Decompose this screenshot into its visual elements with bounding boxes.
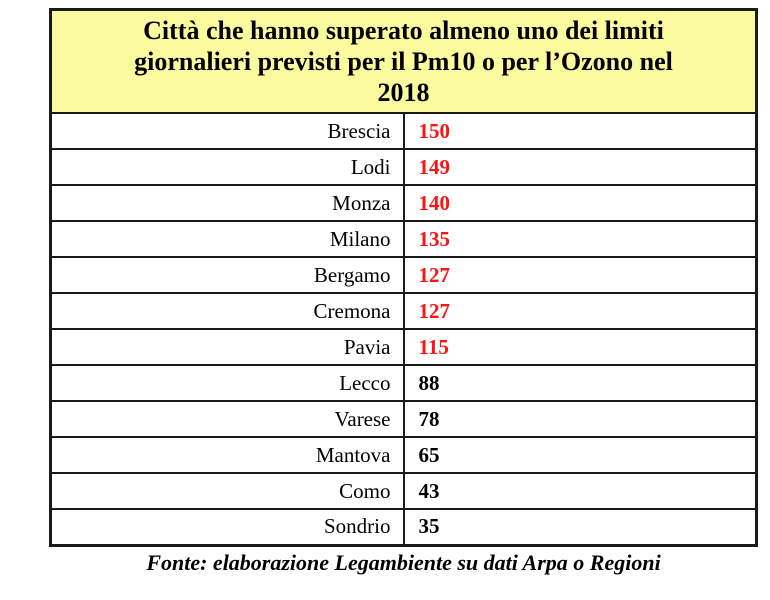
table-header: Città che hanno superato almeno uno dei … — [49, 8, 758, 114]
city-cell: Lodi — [49, 148, 405, 186]
value-cell: 115 — [402, 328, 758, 366]
table-row: Lodi 149 — [49, 148, 758, 186]
table-row: Cremona 127 — [49, 292, 758, 330]
table-title-line-1: Città che hanno superato almeno uno dei … — [143, 16, 664, 45]
table-row: Mantova 65 — [49, 436, 758, 474]
value-cell: 127 — [402, 256, 758, 294]
value-cell: 135 — [402, 220, 758, 258]
table-row: Como 43 — [49, 472, 758, 510]
pollution-table: Città che hanno superato almeno uno dei … — [49, 8, 758, 547]
value-cell: 78 — [402, 400, 758, 438]
value-cell: 140 — [402, 184, 758, 222]
value-cell: 43 — [402, 472, 758, 510]
city-cell: Como — [49, 472, 405, 510]
table-row: Sondrio 35 — [49, 508, 758, 546]
value-cell: 35 — [402, 508, 758, 546]
city-cell: Bergamo — [49, 256, 405, 294]
table-row: Milano 135 — [49, 220, 758, 258]
table-row: Monza 140 — [49, 184, 758, 222]
city-cell: Varese — [49, 400, 405, 438]
city-cell: Milano — [49, 220, 405, 258]
city-cell: Pavia — [49, 328, 405, 366]
header-row: Città che hanno superato almeno uno dei … — [49, 8, 758, 114]
table-title-line-3: 2018 — [377, 78, 430, 107]
value-cell: 88 — [402, 364, 758, 402]
table-row: Brescia 150 — [49, 112, 758, 150]
table-row: Varese 78 — [49, 400, 758, 438]
source-note: Fonte: elaborazione Legambiente su dati … — [146, 549, 661, 575]
table-title-line-2: giornalieri previsti per il Pm10 o per l… — [134, 47, 673, 76]
value-cell: 65 — [402, 436, 758, 474]
city-cell: Brescia — [49, 112, 405, 150]
table-row: Pavia 115 — [49, 328, 758, 366]
table-row: Bergamo 127 — [49, 256, 758, 294]
city-cell: Lecco — [49, 364, 405, 402]
value-cell: 127 — [402, 292, 758, 330]
city-cell: Cremona — [49, 292, 405, 330]
value-cell: 150 — [402, 112, 758, 150]
table-body: Brescia 150 Lodi 149 Monza 140 Milano 135 Bergam… — [49, 112, 758, 546]
table-title: Città che hanno superato almeno uno dei … — [49, 8, 758, 114]
table-row: Lecco 88 — [49, 364, 758, 402]
city-cell: Mantova — [49, 436, 405, 474]
city-cell: Sondrio — [49, 508, 405, 546]
city-cell: Monza — [49, 184, 405, 222]
value-cell: 149 — [402, 148, 758, 186]
